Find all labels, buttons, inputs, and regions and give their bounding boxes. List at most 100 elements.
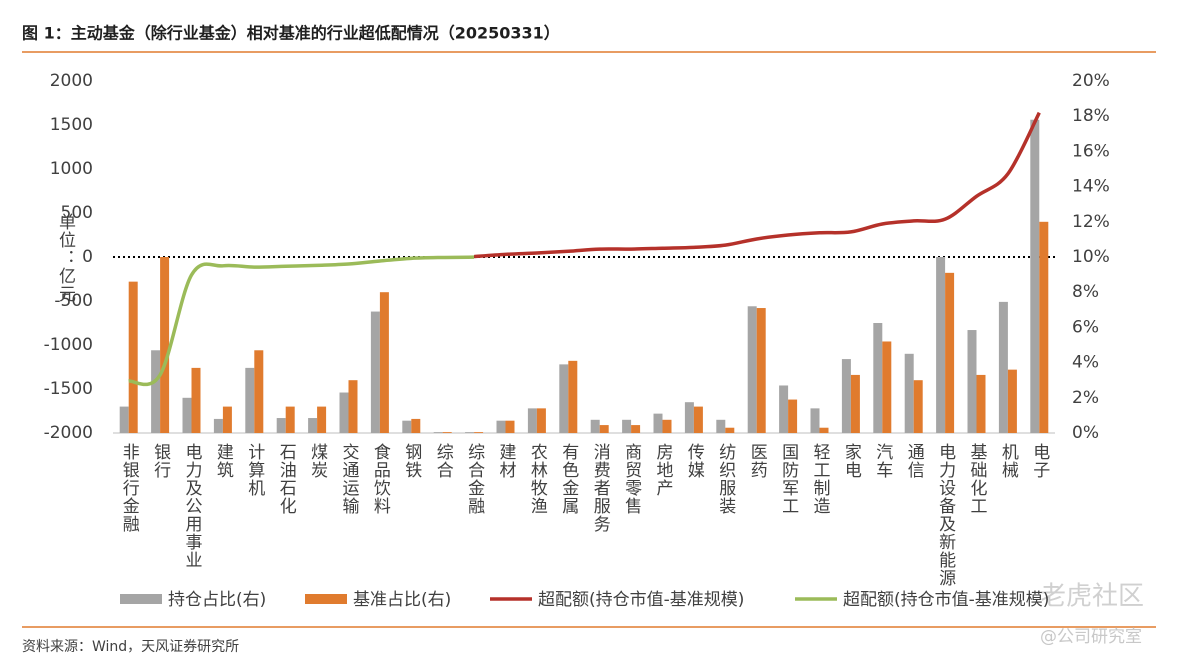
bar (599, 425, 609, 433)
x-tick-label: 综合 (433, 443, 454, 479)
bar (756, 308, 766, 433)
y2-tick-label: 14% (1072, 177, 1110, 197)
x-tick-label: 石油石化 (276, 443, 297, 515)
bar (182, 397, 192, 433)
bar (945, 272, 955, 433)
bar (590, 419, 600, 433)
x-tick-label: 电力及公用事业 (182, 443, 203, 569)
bar (1039, 221, 1049, 433)
x-tick-label: 房地产 (653, 443, 674, 497)
bar (913, 380, 923, 433)
x-tick-label: 建材 (496, 443, 517, 479)
y-axis-label: 单位：亿元 (55, 213, 76, 303)
y-tick-label: 2000 (50, 71, 93, 91)
y-tick-label: 1500 (50, 115, 93, 135)
bar (779, 385, 789, 433)
chart-title: 图 1：主动基金（除行业基金）相对基准的行业超低配情况（20250331） (22, 24, 560, 43)
y2-tick-label: 2% (1072, 388, 1099, 408)
x-tick-label: 综合金融 (464, 443, 485, 515)
bar (716, 419, 726, 433)
x-tick-label: 电力设备及新能源 (935, 443, 956, 587)
bar (379, 292, 389, 433)
watermark: @公司研究室 (1040, 627, 1142, 647)
y2-tick-label: 16% (1072, 141, 1110, 161)
y2-tick-label: 10% (1072, 247, 1110, 267)
x-tick-label: 电子 (1029, 443, 1050, 479)
x-tick-label: 通信 (904, 443, 925, 479)
y-tick-label: -1500 (44, 379, 93, 399)
y-tick-label: -1000 (44, 335, 93, 355)
bar (850, 374, 860, 433)
bar (527, 408, 537, 433)
x-tick-label: 计算机 (244, 443, 264, 497)
bar (442, 432, 452, 433)
x-tick-label: 农林牧渔 (527, 443, 548, 515)
y-tick-label: 500 (61, 203, 93, 223)
bar (1030, 119, 1040, 433)
bar (725, 427, 735, 433)
bar (474, 432, 484, 433)
bar (222, 406, 232, 433)
y-tick-label: -500 (54, 291, 93, 311)
x-tick-label: 交通运输 (339, 443, 360, 515)
bar (622, 419, 632, 433)
bar (653, 413, 663, 433)
x-tick-label: 传媒 (684, 443, 705, 479)
bar (662, 419, 672, 433)
bar (160, 257, 170, 433)
bar (339, 392, 349, 433)
x-tick-label: 有色金属 (558, 443, 579, 515)
bar (904, 353, 914, 433)
x-tick-label: 非银行金融 (119, 443, 140, 533)
x-tick-label: 食品饮料 (370, 443, 391, 515)
bar (128, 281, 138, 433)
x-tick-label: 煤炭 (307, 443, 328, 479)
bar (882, 341, 892, 433)
x-tick-label: 轻工制造 (810, 443, 831, 515)
watermark: 老虎社区 (1040, 582, 1144, 612)
bar (684, 402, 694, 433)
x-tick-label: 机械 (998, 443, 1019, 479)
bar (254, 350, 264, 433)
bar (151, 350, 161, 433)
y2-tick-label: 20% (1072, 71, 1110, 91)
bar (841, 359, 851, 433)
bar (536, 408, 546, 433)
y2-tick-label: 12% (1072, 212, 1110, 232)
bar (559, 364, 569, 433)
legend-label: 基准占比(右) (353, 590, 451, 610)
y2-tick-label: 0% (1072, 423, 1099, 443)
bar (119, 406, 129, 433)
legend-swatch (305, 594, 347, 604)
bar (348, 380, 358, 433)
x-tick-label: 银行 (150, 443, 171, 479)
line (128, 255, 475, 387)
bar (465, 432, 475, 433)
x-tick-label: 国防军工 (778, 443, 799, 515)
bar (276, 418, 286, 433)
bar (936, 257, 946, 433)
legend-label: 超配额(持仓市值-基准规模) (843, 590, 1049, 610)
x-tick-label: 家电 (841, 443, 861, 479)
x-tick-label: 汽车 (872, 443, 893, 479)
bar (402, 420, 412, 433)
y2-tick-label: 8% (1072, 282, 1099, 302)
bar (496, 420, 506, 433)
source: 资料来源：Wind，天风证券研究所 (22, 639, 239, 655)
bar (693, 406, 703, 433)
y-tick-label: 1000 (50, 159, 93, 179)
x-tick-label: 纺织服装 (715, 443, 736, 515)
x-tick-label: 商贸零售 (621, 443, 642, 515)
legend-label: 持仓占比(右) (168, 590, 266, 610)
y-tick-label: 0 (82, 247, 93, 267)
x-tick-label: 钢铁 (401, 443, 422, 479)
bar (285, 406, 295, 433)
bar (308, 418, 318, 433)
bar (213, 418, 223, 433)
bar (873, 323, 883, 433)
legend-swatch (120, 594, 162, 604)
legend-label: 超配额(持仓市值-基准规模) (538, 590, 744, 610)
bar (411, 418, 421, 433)
bar (1007, 369, 1017, 433)
